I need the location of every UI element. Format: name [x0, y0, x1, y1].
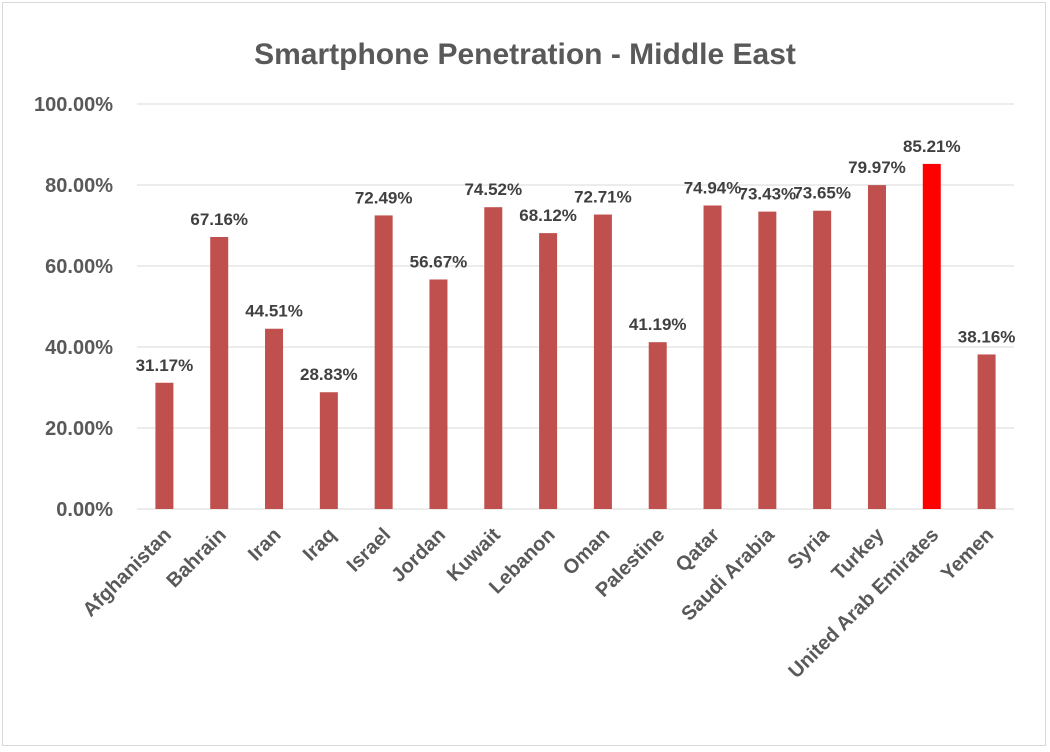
data-label: 74.52% [464, 180, 522, 199]
bar [758, 211, 777, 509]
bar [813, 210, 832, 509]
data-label: 67.16% [190, 210, 248, 229]
data-label: 38.16% [958, 327, 1016, 346]
bar [319, 392, 338, 509]
bar [648, 342, 667, 509]
chart-title: Smartphone Penetration - Middle East [254, 38, 796, 71]
bar [593, 214, 612, 509]
data-label: 73.43% [739, 185, 797, 204]
data-label: 41.19% [629, 315, 687, 334]
data-label: 79.97% [848, 158, 906, 177]
data-label: 85.21% [903, 137, 961, 156]
y-tick-label: 100.00% [34, 94, 113, 116]
y-tick-label: 80.00% [45, 175, 113, 197]
x-tick-label: Bahrain [163, 524, 231, 592]
x-tick-label: Israel [343, 524, 396, 577]
y-tick-label: 60.00% [45, 256, 113, 278]
x-tick-label: Iraq [299, 524, 340, 565]
bar [922, 163, 941, 509]
bar [977, 354, 996, 509]
data-label: 74.94% [684, 178, 742, 197]
bar [484, 207, 503, 509]
data-label: 72.71% [574, 188, 632, 207]
data-label: 72.49% [355, 188, 413, 207]
y-axis-tick-labels: 0.00% 20.00% 40.00% 60.00% 80.00% 100.00% [34, 94, 113, 521]
bars [155, 163, 996, 510]
gridlines [137, 103, 1014, 510]
data-label: 68.12% [519, 206, 577, 225]
bar [210, 237, 229, 509]
x-tick-label: Iran [244, 524, 285, 565]
y-tick-label: 0.00% [56, 499, 113, 521]
x-tick-label: Yemen [937, 524, 998, 585]
bar [703, 205, 722, 510]
data-label: 73.65% [793, 184, 851, 203]
data-label: 44.51% [245, 302, 303, 321]
x-tick-label: Qatar [672, 524, 725, 577]
data-label: 31.17% [136, 356, 194, 375]
x-tick-label: Jordan [387, 524, 450, 587]
x-tick-label: Syria [784, 523, 835, 574]
bar [867, 185, 886, 509]
x-tick-label: Afghanistan [79, 524, 176, 621]
bar [539, 233, 558, 509]
y-tick-label: 40.00% [45, 337, 113, 359]
bar [265, 328, 284, 509]
bar [374, 215, 393, 509]
data-labels: 31.17% 67.16% 44.51% 28.83% 72.49% 56.67% 74.5… [136, 137, 1016, 384]
y-tick-label: 20.00% [45, 418, 113, 440]
data-label: 28.83% [300, 365, 358, 384]
data-label: 56.67% [410, 252, 468, 271]
bar [429, 279, 448, 509]
bar [155, 382, 174, 509]
